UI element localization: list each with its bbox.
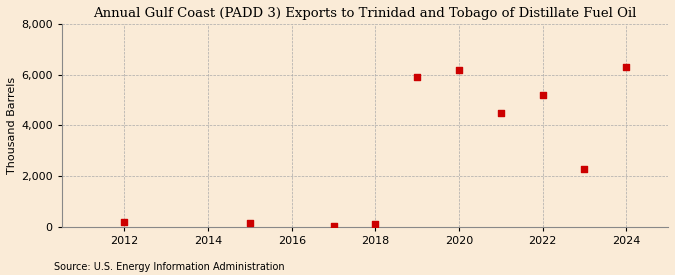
Point	[36, 225, 47, 229]
Title: Annual Gulf Coast (PADD 3) Exports to Trinidad and Tobago of Distillate Fuel Oil: Annual Gulf Coast (PADD 3) Exports to Tr…	[93, 7, 637, 20]
Point	[412, 75, 423, 79]
Point	[579, 166, 590, 171]
Text: Source: U.S. Energy Information Administration: Source: U.S. Energy Information Administ…	[54, 262, 285, 272]
Point	[370, 222, 381, 226]
Point	[495, 111, 506, 115]
Point	[328, 224, 339, 229]
Point	[454, 67, 464, 72]
Point	[537, 93, 548, 97]
Y-axis label: Thousand Barrels: Thousand Barrels	[7, 77, 17, 174]
Point	[244, 221, 255, 226]
Point	[119, 220, 130, 224]
Point	[621, 65, 632, 69]
